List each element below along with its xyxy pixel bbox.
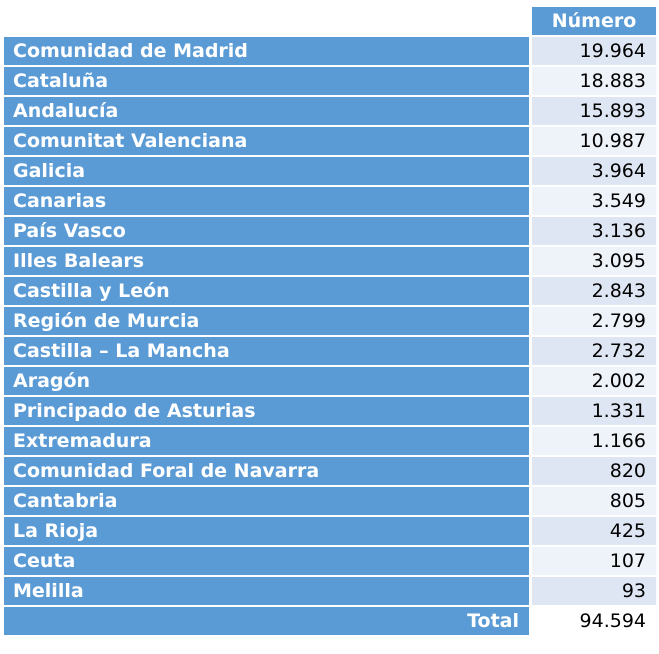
region-name-cell: Cataluña <box>4 67 532 97</box>
table-row: Ceuta 107 <box>4 547 656 577</box>
table-row: Cataluña 18.883 <box>4 67 656 97</box>
region-value-cell: 93 <box>532 577 656 607</box>
region-value-cell: 18.883 <box>532 67 656 97</box>
region-name-cell: Castilla y León <box>4 277 532 307</box>
region-value-cell: 805 <box>532 487 656 517</box>
region-name-cell: Castilla – La Mancha <box>4 337 532 367</box>
region-value-cell: 19.964 <box>532 37 656 67</box>
region-value-cell: 2.002 <box>532 367 656 397</box>
region-name-cell: Comunidad Foral de Navarra <box>4 457 532 487</box>
region-value-cell: 1.331 <box>532 397 656 427</box>
table-row: Canarias 3.549 <box>4 187 656 217</box>
region-value-cell: 3.095 <box>532 247 656 277</box>
region-name-cell: Principado de Asturias <box>4 397 532 427</box>
region-name-cell: Cantabria <box>4 487 532 517</box>
region-value-cell: 2.732 <box>532 337 656 367</box>
table-row: País Vasco 3.136 <box>4 217 656 247</box>
table-row: Andalucía 15.893 <box>4 97 656 127</box>
total-label: Total <box>4 607 532 637</box>
region-name-cell: Región de Murcia <box>4 307 532 337</box>
region-name-cell: Canarias <box>4 187 532 217</box>
region-name-cell: País Vasco <box>4 217 532 247</box>
table-row: Illes Balears 3.095 <box>4 247 656 277</box>
region-name-cell: Comunidad de Madrid <box>4 37 532 67</box>
region-value-cell: 10.987 <box>532 127 656 157</box>
region-name-cell: Ceuta <box>4 547 532 577</box>
region-name-cell: Aragón <box>4 367 532 397</box>
region-value-cell: 3.964 <box>532 157 656 187</box>
table-row: Comunidad de Madrid 19.964 <box>4 37 656 67</box>
table-row: Castilla y León 2.843 <box>4 277 656 307</box>
table-row: Comunitat Valenciana 10.987 <box>4 127 656 157</box>
table-row: Región de Murcia 2.799 <box>4 307 656 337</box>
table-row: Aragón 2.002 <box>4 367 656 397</box>
region-value-cell: 15.893 <box>532 97 656 127</box>
region-name-cell: Galicia <box>4 157 532 187</box>
header-number-cell: Número <box>532 7 656 37</box>
region-value-cell: 820 <box>532 457 656 487</box>
table-row: Galicia 3.964 <box>4 157 656 187</box>
region-name-cell: Illes Balears <box>4 247 532 277</box>
region-name-cell: La Rioja <box>4 517 532 547</box>
table-header-row: Número <box>4 7 656 37</box>
region-count-table: Número Comunidad de Madrid 19.964 Cataluña… <box>4 7 656 637</box>
table-row: La Rioja 425 <box>4 517 656 547</box>
total-row: Total 94.594 <box>4 607 656 637</box>
region-value-cell: 2.799 <box>532 307 656 337</box>
table-row: Melilla 93 <box>4 577 656 607</box>
table-body: Comunidad de Madrid 19.964 Cataluña 18.883 A… <box>4 37 656 607</box>
region-name-cell: Andalucía <box>4 97 532 127</box>
table-row: Cantabria 805 <box>4 487 656 517</box>
table-row: Castilla – La Mancha 2.732 <box>4 337 656 367</box>
region-value-cell: 425 <box>532 517 656 547</box>
region-value-cell: 3.136 <box>532 217 656 247</box>
total-value: 94.594 <box>532 607 656 637</box>
region-count-table-container: Número Comunidad de Madrid 19.964 Cataluña… <box>4 7 656 637</box>
region-value-cell: 1.166 <box>532 427 656 457</box>
region-name-cell: Melilla <box>4 577 532 607</box>
table-row: Extremadura 1.166 <box>4 427 656 457</box>
region-value-cell: 3.549 <box>532 187 656 217</box>
region-name-cell: Extremadura <box>4 427 532 457</box>
table-row: Principado de Asturias 1.331 <box>4 397 656 427</box>
table-row: Comunidad Foral de Navarra 820 <box>4 457 656 487</box>
header-empty-cell <box>4 7 532 37</box>
region-value-cell: 2.843 <box>532 277 656 307</box>
region-value-cell: 107 <box>532 547 656 577</box>
region-name-cell: Comunitat Valenciana <box>4 127 532 157</box>
